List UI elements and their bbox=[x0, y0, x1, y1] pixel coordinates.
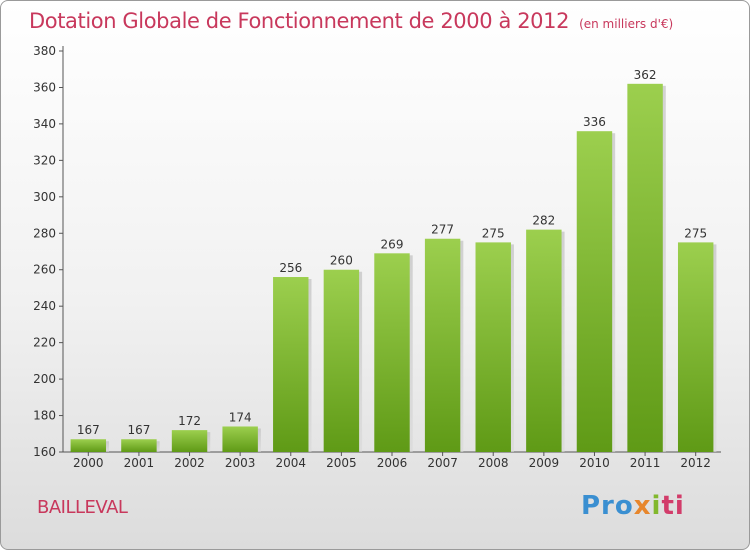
logo-part-4: ti bbox=[661, 491, 685, 521]
chart-subtitle: (en milliers d'€) bbox=[579, 17, 674, 31]
x-tick-label: 2011 bbox=[630, 456, 661, 470]
bar bbox=[374, 253, 410, 452]
y-tick-label: 340 bbox=[33, 117, 56, 131]
y-tick-label: 280 bbox=[33, 226, 56, 240]
y-tick-label: 380 bbox=[33, 44, 56, 58]
bar bbox=[273, 277, 309, 452]
bar-value-label: 172 bbox=[178, 414, 201, 428]
y-tick-label: 300 bbox=[33, 190, 56, 204]
y-tick-label: 180 bbox=[33, 409, 56, 423]
x-tick-label: 2000 bbox=[73, 456, 104, 470]
bar-value-label: 260 bbox=[330, 254, 353, 268]
bar-value-label: 167 bbox=[127, 423, 150, 437]
bar bbox=[323, 269, 360, 452]
logo-part-3: i bbox=[651, 491, 662, 521]
x-tick-label: 2012 bbox=[680, 456, 711, 470]
x-tick-label: 2007 bbox=[427, 456, 458, 470]
x-tick-label: 2009 bbox=[529, 456, 560, 470]
commune-name: BAILLEVAL bbox=[37, 497, 128, 518]
y-tick-label: 240 bbox=[33, 299, 56, 313]
x-tick-label: 2001 bbox=[124, 456, 155, 470]
bar-value-label: 269 bbox=[381, 237, 404, 251]
bar bbox=[222, 426, 258, 452]
bar-value-label: 277 bbox=[431, 223, 454, 237]
bar-value-label: 282 bbox=[532, 214, 555, 228]
x-tick-label: 2010 bbox=[579, 456, 610, 470]
bar bbox=[526, 229, 562, 452]
y-tick-label: 200 bbox=[33, 372, 56, 386]
bar bbox=[627, 83, 663, 453]
bar-value-label: 174 bbox=[229, 410, 252, 424]
bar bbox=[677, 242, 714, 452]
y-axis: 160 180 200 220 240 260 280 300 320 340 360 380 bbox=[33, 44, 64, 459]
bars-group bbox=[70, 83, 717, 453]
bar-value-label: 275 bbox=[482, 226, 505, 240]
x-tick-label: 2005 bbox=[326, 456, 357, 470]
chart-title-text: Dotation Globale de Fonctionnement de 20… bbox=[29, 9, 570, 33]
y-tick-label: 360 bbox=[33, 80, 56, 94]
x-tick-label: 2002 bbox=[174, 456, 205, 470]
bar bbox=[424, 238, 461, 452]
bar bbox=[121, 439, 157, 452]
bar bbox=[475, 242, 511, 452]
logo-part-2: x bbox=[633, 491, 652, 521]
value-labels-group: 167 167 172 174 256 260 269 277 275 282 336 362 275 bbox=[77, 68, 707, 437]
bar-value-label: 256 bbox=[279, 261, 302, 275]
bar-value-label: 362 bbox=[634, 68, 657, 82]
bar-value-label: 336 bbox=[583, 115, 606, 129]
proxiti-logo: Proxiti bbox=[581, 491, 685, 521]
bar bbox=[171, 430, 208, 452]
x-tick-label: 2006 bbox=[377, 456, 408, 470]
bar bbox=[576, 131, 613, 452]
y-tick-label: 320 bbox=[33, 153, 56, 167]
x-tick-label: 2004 bbox=[275, 456, 306, 470]
bar bbox=[70, 439, 107, 452]
y-tick-label: 260 bbox=[33, 263, 56, 277]
y-tick-label: 160 bbox=[33, 445, 56, 459]
x-axis: 2000 2001 2002 2003 2004 2005 2006 2007 2008 2009… bbox=[63, 451, 721, 470]
y-tick-label: 220 bbox=[33, 336, 56, 350]
x-tick-label: 2008 bbox=[478, 456, 509, 470]
bar-value-label: 275 bbox=[684, 226, 707, 240]
logo-part-1: Pro bbox=[581, 491, 634, 521]
chart-title: Dotation Globale de Fonctionnement de 20… bbox=[29, 9, 673, 33]
x-tick-label: 2003 bbox=[225, 456, 256, 470]
bar-value-label: 167 bbox=[77, 423, 100, 437]
